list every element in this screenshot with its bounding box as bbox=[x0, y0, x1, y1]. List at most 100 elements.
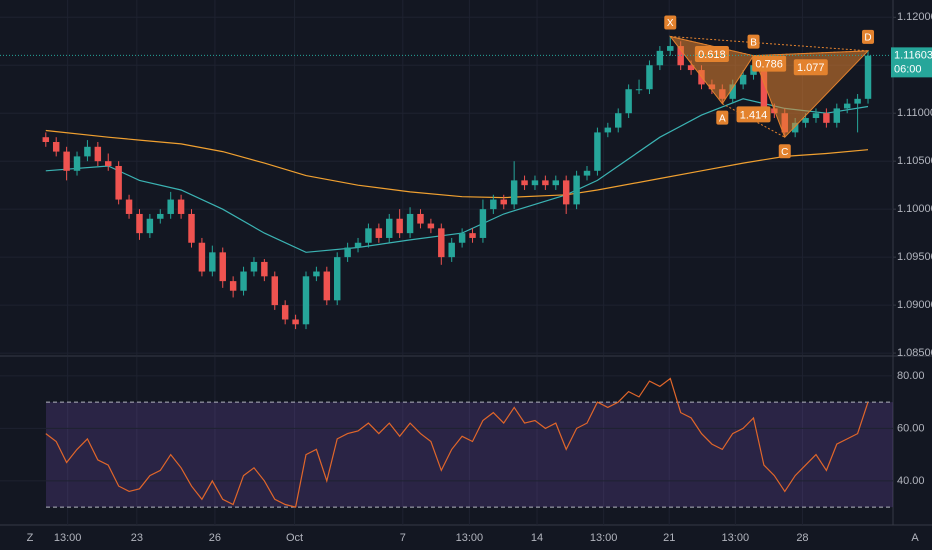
candle-body bbox=[177, 199, 185, 214]
rsi-tick-label: 60.00 bbox=[897, 422, 925, 434]
rsi-tick-label: 40.00 bbox=[897, 475, 925, 487]
candle-body bbox=[448, 242, 455, 258]
x-tick-label: 13:00 bbox=[590, 532, 618, 544]
candle-body bbox=[542, 180, 549, 186]
candle-body bbox=[73, 156, 81, 171]
candle-body bbox=[146, 218, 154, 234]
moving-average bbox=[45, 129, 869, 199]
point-badge bbox=[747, 34, 760, 49]
point-label: C bbox=[781, 147, 788, 158]
candle-body bbox=[573, 175, 580, 205]
x-tick-label: 13:00 bbox=[54, 532, 82, 544]
candle-body bbox=[791, 122, 799, 133]
candle-body bbox=[729, 84, 736, 99]
candle-body bbox=[219, 252, 226, 282]
candle-body bbox=[250, 261, 258, 272]
candle-body bbox=[396, 218, 403, 234]
rsi-band bbox=[46, 402, 893, 508]
candle-body bbox=[854, 98, 861, 104]
candle-body bbox=[656, 50, 664, 66]
point-label: D bbox=[864, 32, 871, 43]
candle-body bbox=[63, 151, 70, 171]
candle-body bbox=[323, 271, 331, 301]
candle-body bbox=[229, 281, 237, 291]
point-badge bbox=[778, 144, 791, 159]
pattern-ratio-line bbox=[753, 50, 869, 57]
candle-body bbox=[843, 103, 851, 109]
candle-body bbox=[552, 180, 560, 186]
candle-body bbox=[531, 180, 539, 186]
point-label: B bbox=[750, 37, 757, 48]
candle-body bbox=[583, 170, 591, 176]
candle-body bbox=[136, 213, 143, 234]
ratio-label: 1.077 bbox=[797, 62, 825, 74]
candle-body bbox=[510, 180, 518, 205]
rsi-line bbox=[45, 377, 869, 508]
candle-body bbox=[42, 137, 50, 142]
y-tick-label: 1.10000 bbox=[897, 203, 932, 215]
candle-body bbox=[157, 213, 164, 219]
candle-body bbox=[625, 89, 632, 114]
countdown-label: 06:00 bbox=[894, 63, 922, 75]
candle-body bbox=[739, 74, 747, 85]
candle-body bbox=[406, 213, 414, 234]
point-badge bbox=[862, 29, 875, 44]
candle-body bbox=[812, 113, 820, 119]
last-price-badge bbox=[891, 47, 932, 78]
ratio-badge bbox=[793, 59, 828, 76]
candle-body bbox=[302, 276, 310, 325]
candle-body bbox=[687, 65, 695, 71]
candle-body bbox=[386, 218, 393, 238]
y-tick-label: 1.08500 bbox=[897, 347, 932, 359]
candle-body bbox=[105, 161, 112, 166]
x-tick-label: 14 bbox=[531, 532, 543, 544]
x-tick-label: 28 bbox=[796, 532, 808, 544]
candle-body bbox=[84, 146, 91, 157]
candle-body bbox=[479, 209, 487, 238]
point-label: X bbox=[667, 18, 674, 29]
ratio-label: 1.414 bbox=[740, 109, 768, 121]
point-badge bbox=[664, 15, 677, 30]
x-tick-label: 7 bbox=[400, 532, 406, 544]
candle-body bbox=[261, 261, 268, 277]
candle-body bbox=[52, 142, 60, 152]
candle-body bbox=[94, 146, 102, 162]
x-tick-label: Oct bbox=[286, 532, 303, 544]
candle-body bbox=[760, 65, 768, 109]
candle-body bbox=[646, 65, 653, 90]
candle-body bbox=[802, 118, 809, 123]
candle-body bbox=[375, 228, 383, 238]
x-tick-label: 23 bbox=[131, 532, 143, 544]
point-label: A bbox=[719, 113, 726, 124]
point-badge bbox=[716, 110, 729, 125]
candle-body bbox=[125, 199, 133, 214]
candle-body bbox=[864, 55, 872, 99]
candle-body bbox=[635, 89, 643, 91]
candle-body bbox=[521, 180, 528, 186]
candle-body bbox=[271, 276, 278, 306]
candle-body bbox=[188, 213, 195, 243]
rsi-tick-label: 80.00 bbox=[897, 370, 925, 382]
candle-body bbox=[615, 113, 622, 128]
candle-body bbox=[458, 233, 466, 243]
candle-body bbox=[833, 108, 841, 123]
candle-body bbox=[240, 271, 247, 291]
candle-body bbox=[209, 252, 216, 272]
x-tick-label: 13:00 bbox=[722, 532, 750, 544]
toolbar-left[interactable]: Z bbox=[27, 532, 34, 544]
candle-body bbox=[667, 46, 674, 51]
toolbar-right[interactable]: A bbox=[911, 532, 919, 544]
ratio-badge bbox=[736, 106, 771, 123]
last-price-label: 1.11603 bbox=[894, 49, 932, 61]
candle-body bbox=[354, 242, 362, 248]
x-tick-label: 13:00 bbox=[456, 532, 484, 544]
y-tick-label: 1.10500 bbox=[897, 155, 932, 167]
y-tick-label: 1.11000 bbox=[897, 107, 932, 119]
y-tick-label: 1.12000 bbox=[897, 11, 932, 23]
candle-body bbox=[313, 271, 320, 277]
candle-body bbox=[344, 247, 351, 258]
candle-body bbox=[292, 319, 299, 325]
candle-body bbox=[823, 113, 830, 123]
candle-body bbox=[469, 233, 476, 238]
